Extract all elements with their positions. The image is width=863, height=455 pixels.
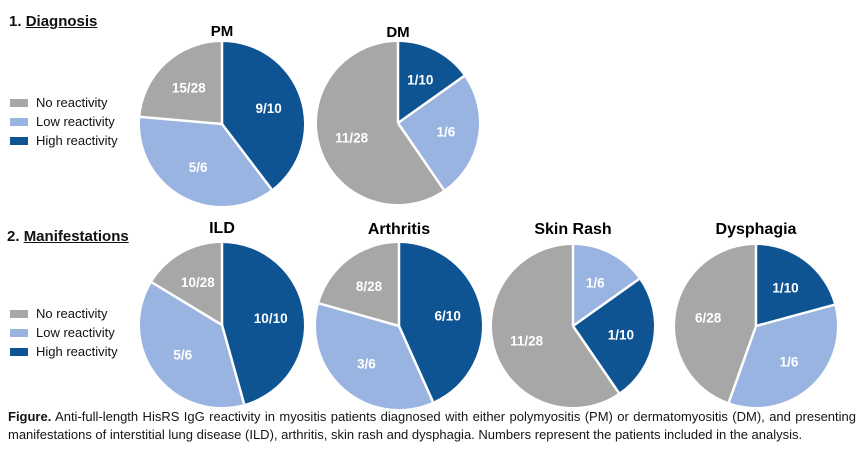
low-reactivity-swatch bbox=[10, 328, 28, 337]
pie-pm-label-none: 15/28 bbox=[172, 81, 206, 96]
pie-ild-label-low: 5/6 bbox=[173, 348, 192, 363]
legend-item-low-reactivity: Low reactivity bbox=[10, 112, 118, 131]
section-number: 2. bbox=[7, 228, 20, 245]
pie-skin-rash-slice-none bbox=[491, 245, 619, 407]
pie-dysphagia-label-none: 6/28 bbox=[695, 311, 722, 326]
pie-arthritis-slice-none bbox=[319, 243, 399, 326]
pie-dysphagia-separator bbox=[727, 325, 758, 403]
legend-diagnosis: No reactivity Low reactivity High reacti… bbox=[10, 93, 118, 150]
pie-title-ild: ILD bbox=[209, 220, 235, 237]
section-title: Manifestations bbox=[23, 228, 129, 245]
pie-dysphagia-slice-none bbox=[675, 245, 756, 403]
legend-item-high-reactivity: High reactivity bbox=[10, 131, 118, 150]
pie-pm-slice-high bbox=[222, 42, 304, 190]
legend-item-no-reactivity: No reactivity bbox=[10, 93, 118, 112]
pie-arthritis-separator bbox=[318, 302, 400, 328]
legend-label: No reactivity bbox=[36, 95, 108, 110]
pie-skin-rash-slice-high bbox=[573, 279, 655, 393]
pie-dm-label-none: 11/28 bbox=[335, 130, 369, 145]
caption-line-1: Figure. Anti-full-length HisRS IgG react… bbox=[8, 408, 856, 426]
pie-ild-slice-low bbox=[140, 282, 245, 407]
pie-title-dm: DM bbox=[386, 24, 410, 41]
pie-ild-slice-high bbox=[222, 243, 304, 404]
pie-dm-separator bbox=[396, 122, 445, 191]
pie-dm-slice-low bbox=[398, 76, 480, 190]
pie-dysphagia-slice-high bbox=[756, 245, 835, 326]
section-number: 1. bbox=[9, 13, 22, 30]
pie-title-pm: PM bbox=[210, 23, 234, 40]
pie-pm-separator bbox=[221, 123, 273, 191]
caption-line-2: manifestations of interstitial lung dise… bbox=[8, 427, 803, 442]
pie-title-dysphagia: Dysphagia bbox=[715, 221, 797, 238]
pie-dm-label-high: 1/10 bbox=[407, 73, 433, 88]
pie-skin-rash-separator bbox=[571, 325, 620, 394]
pie-pm-label-high: 9/10 bbox=[255, 101, 281, 116]
no-reactivity-swatch bbox=[10, 309, 28, 318]
legend-item-high-reactivity: High reactivity bbox=[10, 342, 118, 361]
pie-skin-rash-label-high: 1/10 bbox=[608, 327, 634, 342]
section-heading-diagnosis: 1. Diagnosis bbox=[9, 13, 97, 30]
pie-dm-label-low: 1/6 bbox=[437, 124, 456, 139]
pie-dysphagia-separator bbox=[755, 303, 835, 328]
pie-ild-label-high: 10/10 bbox=[254, 311, 288, 326]
pie-dysphagia-label-low: 1/6 bbox=[780, 355, 799, 370]
legend-manifestations: No reactivity Low reactivity High reacti… bbox=[10, 304, 118, 361]
pie-arthritis-slice-high bbox=[399, 243, 482, 402]
pie-skin-rash-label-none: 11/28 bbox=[510, 333, 544, 348]
pie-ild-label-none: 10/28 bbox=[181, 275, 215, 290]
high-reactivity-swatch bbox=[10, 347, 28, 356]
caption-lead: Figure. bbox=[8, 409, 52, 424]
pie-title-arthritis: Arthritis bbox=[367, 221, 431, 238]
figure-caption: Figure. Anti-full-length HisRS IgG react… bbox=[8, 408, 856, 444]
pie-arthritis-slice-low bbox=[316, 303, 433, 409]
legend-label: No reactivity bbox=[36, 306, 108, 321]
legend-label: High reactivity bbox=[36, 133, 118, 148]
legend-label: High reactivity bbox=[36, 344, 118, 359]
pie-ild-slice-none bbox=[151, 243, 222, 325]
pie-pm-separator bbox=[140, 115, 223, 126]
pie-pm-slice-none bbox=[140, 41, 222, 125]
pie-dm-separator bbox=[397, 75, 465, 125]
pie-pm-label-low: 5/6 bbox=[189, 160, 208, 175]
pie-arthritis-label-low: 3/6 bbox=[357, 357, 376, 372]
pie-pm-slice-low bbox=[139, 116, 272, 206]
legend-label: Low reactivity bbox=[36, 325, 115, 340]
high-reactivity-swatch bbox=[10, 136, 28, 145]
caption-text: Anti-full-length HisRS IgG reactivity in… bbox=[55, 409, 857, 424]
pie-arthritis-label-none: 8/28 bbox=[356, 279, 383, 294]
pie-ild-separator bbox=[220, 324, 246, 405]
pie-ild-separator bbox=[151, 281, 223, 327]
pie-dm-slice-high bbox=[398, 42, 465, 123]
pie-arthritis-label-high: 6/10 bbox=[435, 308, 461, 323]
pie-title-skin-rash: Skin Rash bbox=[534, 221, 612, 238]
pie-arthritis-separator bbox=[397, 325, 435, 403]
pie-skin-rash-label-low: 1/6 bbox=[586, 276, 605, 291]
section-heading-manifestations: 2. Manifestations bbox=[7, 228, 129, 245]
pie-dysphagia-slice-low bbox=[728, 304, 837, 407]
no-reactivity-swatch bbox=[10, 98, 28, 107]
low-reactivity-swatch bbox=[10, 117, 28, 126]
legend-label: Low reactivity bbox=[36, 114, 115, 129]
legend-item-low-reactivity: Low reactivity bbox=[10, 323, 118, 342]
pie-dm-slice-none bbox=[316, 41, 444, 204]
pie-skin-rash-slice-low bbox=[573, 245, 640, 326]
section-title: Diagnosis bbox=[25, 13, 98, 30]
pie-skin-rash-separator bbox=[572, 278, 640, 328]
legend-item-no-reactivity: No reactivity bbox=[10, 304, 118, 323]
pie-dysphagia-label-high: 1/10 bbox=[772, 280, 798, 295]
